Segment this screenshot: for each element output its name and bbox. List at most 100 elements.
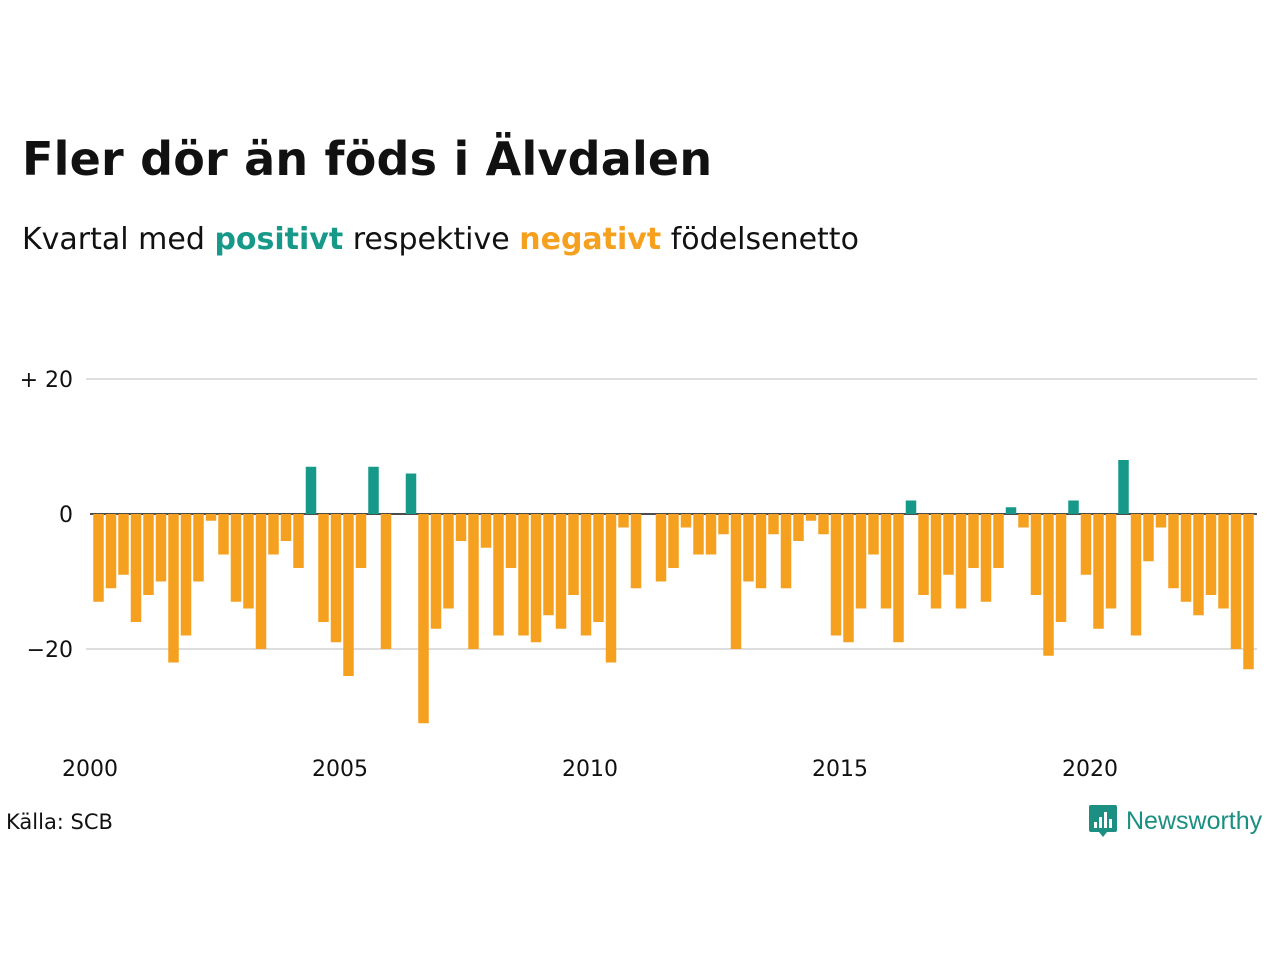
bar-2008-q2: [505, 514, 517, 568]
bar-2008-q4: [530, 514, 542, 643]
y-tick-label: 0: [59, 503, 73, 528]
bar-chart: + 20 0 −20 2000 2005 2010 2015 2020: [20, 368, 1257, 782]
bar-2021-q1: [1143, 514, 1154, 562]
bar-2006-q4: [430, 514, 442, 629]
bar-2020-q4: [1130, 514, 1142, 636]
x-tick-label: 2020: [1062, 757, 1118, 782]
bar-2018-q4: [1030, 514, 1042, 595]
subtitle-positive-keyword: positivt: [214, 222, 344, 257]
bar-2009-q3: [568, 514, 579, 595]
bar-2005-q4: [380, 514, 392, 649]
bar-2021-q2: [1155, 514, 1167, 528]
bar-2011-q2: [655, 514, 667, 582]
bar-2004-q1: [293, 514, 304, 568]
subtitle-text-start: Kvartal med: [22, 222, 205, 257]
bar-2016-q2: [905, 500, 917, 514]
bar-2003-q4: [280, 514, 292, 541]
bar-2010-q4: [630, 514, 642, 589]
bar-2018-q3: [1018, 514, 1029, 528]
bar-2001-q2: [155, 514, 167, 582]
bar-2013-q3: [768, 514, 779, 535]
bar-2013-q2: [755, 514, 767, 589]
bar-2002-q4: [230, 514, 242, 602]
subtitle-text-end: födelsenetto: [670, 222, 859, 257]
bar-2009-q2: [555, 514, 567, 629]
bar-2002-q2: [205, 514, 217, 521]
bars: [93, 460, 1254, 724]
bar-2011-q4: [680, 514, 692, 528]
bar-2012-q1: [693, 514, 704, 555]
bar-2011-q3: [668, 514, 679, 568]
bar-2014-q3: [818, 514, 829, 535]
bar-2001-q4: [180, 514, 192, 636]
bar-2012-q2: [705, 514, 717, 555]
bar-2007-q3: [468, 514, 479, 649]
bar-2006-q2: [405, 473, 417, 514]
bar-2007-q1: [443, 514, 454, 609]
bar-2014-q4: [830, 514, 842, 636]
bar-2004-q4: [330, 514, 342, 643]
bar-2000-q2: [105, 514, 117, 589]
x-tick-label: 2000: [62, 757, 118, 782]
bar-2023-q1: [1243, 514, 1254, 670]
y-tick-label: −20: [27, 638, 73, 663]
bar-2002-q1: [193, 514, 204, 582]
bar-2003-q3: [268, 514, 279, 555]
newsworthy-bar-chart-icon: [1089, 805, 1117, 837]
bar-2006-q3: [418, 514, 429, 724]
bar-2019-q3: [1068, 500, 1079, 514]
bar-2005-q2: [355, 514, 367, 568]
newsworthy-logo: Newsworthy: [1088, 803, 1262, 839]
brand-name: Newsworthy: [1126, 806, 1263, 835]
subtitle-text-middle: respektive: [352, 222, 510, 257]
source-note: Källa: SCB: [6, 810, 113, 834]
bar-2017-q1: [943, 514, 954, 575]
bar-2010-q2: [605, 514, 617, 663]
bar-2000-q1: [93, 514, 104, 602]
bar-2013-q4: [780, 514, 792, 589]
bar-2001-q3: [168, 514, 179, 663]
bar-2021-q3: [1168, 514, 1179, 589]
bar-2010-q1: [593, 514, 604, 622]
bar-2020-q3: [1118, 460, 1129, 514]
bar-2019-q2: [1055, 514, 1067, 622]
bar-2015-q2: [855, 514, 867, 609]
bar-2015-q3: [868, 514, 879, 555]
bar-2002-q3: [218, 514, 229, 555]
bar-2015-q1: [843, 514, 854, 643]
bar-2000-q3: [118, 514, 129, 575]
bar-2008-q3: [518, 514, 529, 636]
bar-2004-q2: [305, 466, 317, 514]
x-tick-label: 2015: [812, 757, 868, 782]
bar-2014-q2: [805, 514, 817, 521]
bar-2017-q2: [955, 514, 967, 609]
bar-2000-q4: [130, 514, 142, 622]
bar-2022-q1: [1193, 514, 1204, 616]
bar-2005-q3: [368, 466, 379, 514]
bar-2007-q2: [455, 514, 467, 541]
x-tick-label: 2005: [312, 757, 368, 782]
bar-2021-q4: [1180, 514, 1192, 602]
bar-2012-q4: [730, 514, 742, 649]
bar-2022-q2: [1205, 514, 1217, 595]
bar-2007-q4: [480, 514, 492, 548]
bar-2022-q3: [1218, 514, 1229, 609]
bar-2009-q4: [580, 514, 592, 636]
bar-2016-q3: [918, 514, 929, 595]
bar-2016-q4: [930, 514, 942, 609]
bar-2013-q1: [743, 514, 754, 582]
bar-2012-q3: [718, 514, 729, 535]
bar-2022-q4: [1230, 514, 1242, 649]
bar-2018-q1: [993, 514, 1004, 568]
bar-2019-q1: [1043, 514, 1054, 656]
bar-2003-q2: [255, 514, 267, 649]
bar-2009-q1: [543, 514, 554, 616]
bar-2005-q1: [343, 514, 354, 676]
bar-2016-q1: [893, 514, 904, 643]
y-tick-label: + 20: [20, 368, 73, 393]
bar-2017-q4: [980, 514, 992, 602]
bar-2010-q3: [618, 514, 629, 528]
chart-title: Fler dör än föds i Älvdalen: [22, 132, 713, 186]
bar-2008-q1: [493, 514, 504, 636]
bar-2003-q1: [243, 514, 254, 609]
